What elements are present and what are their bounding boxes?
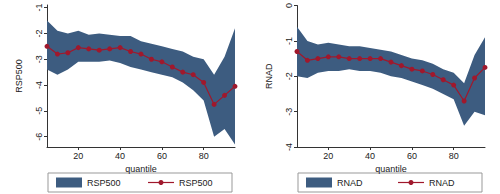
svg-text:60: 60: [157, 151, 167, 161]
svg-text:80: 80: [199, 151, 209, 161]
svg-text:-6: -6: [34, 133, 44, 141]
svg-text:-3: -3: [34, 55, 44, 63]
svg-text:-2: -2: [34, 29, 44, 37]
svg-text:RSP500: RSP500: [14, 59, 24, 93]
svg-text:20: 20: [323, 151, 333, 161]
svg-text:RSP500: RSP500: [87, 178, 121, 188]
svg-text:-3: -3: [284, 108, 294, 116]
svg-text:RNAD: RNAD: [337, 178, 363, 188]
svg-text:-2: -2: [284, 72, 294, 80]
svg-text:-1: -1: [284, 37, 294, 45]
svg-text:-1: -1: [34, 4, 44, 12]
svg-text:RNAD: RNAD: [264, 63, 274, 89]
svg-text:RNAD: RNAD: [429, 178, 455, 188]
svg-text:40: 40: [115, 151, 125, 161]
svg-text:80: 80: [449, 151, 459, 161]
svg-text:quantile: quantile: [125, 164, 157, 174]
svg-text:-4: -4: [284, 143, 294, 151]
svg-text:20: 20: [73, 151, 83, 161]
svg-text:RSP500: RSP500: [179, 178, 213, 188]
svg-text:0: 0: [284, 3, 294, 8]
svg-text:40: 40: [365, 151, 375, 161]
svg-text:quantile: quantile: [375, 164, 407, 174]
svg-text:60: 60: [407, 151, 417, 161]
svg-text:-4: -4: [34, 81, 44, 89]
svg-text:-5: -5: [34, 107, 44, 115]
